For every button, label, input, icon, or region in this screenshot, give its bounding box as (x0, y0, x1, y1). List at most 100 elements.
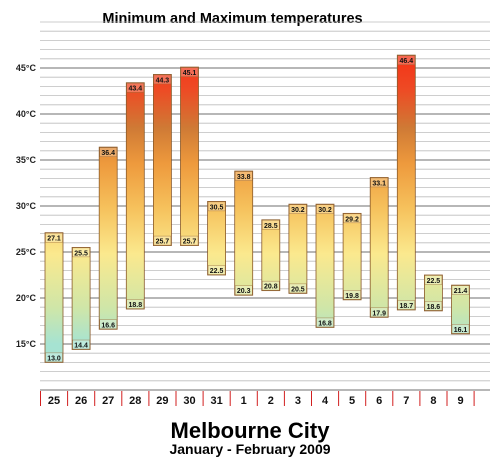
max-label-box (451, 285, 470, 295)
max-label-box (126, 83, 145, 93)
max-label-box (397, 55, 415, 65)
x-tick-label: 1 (241, 395, 247, 407)
range-bar (451, 284, 470, 335)
period-subtitle: January - February 2009 (169, 441, 331, 457)
min-value-label: 14.4 (74, 343, 88, 350)
x-tick-label: 5 (349, 395, 355, 407)
max-value-label: 30.5 (210, 204, 224, 211)
min-label-box (451, 324, 470, 334)
max-label-box (262, 220, 280, 230)
x-tick-label: 29 (156, 395, 168, 407)
max-value-label: 22.5 (427, 278, 441, 285)
range-bar (261, 219, 281, 292)
min-label-box (262, 280, 280, 291)
min-label-box (180, 235, 199, 246)
min-value-label: 25.7 (156, 239, 170, 246)
min-label-box (289, 283, 307, 294)
max-value-label: 25.5 (74, 250, 88, 257)
min-value-label: 22.5 (210, 268, 224, 275)
min-value-label: 25.7 (183, 239, 197, 246)
max-value-label: 46.4 (399, 58, 413, 65)
y-tick-label: 20°C (16, 293, 37, 303)
x-tick-label: 28 (129, 395, 141, 407)
range-bar (207, 200, 227, 276)
max-label-box (370, 177, 388, 188)
max-value-label: 30.2 (291, 207, 305, 214)
max-label-box (99, 147, 117, 157)
x-tick-label: 8 (430, 395, 436, 407)
y-tick-label: 25°C (16, 247, 37, 257)
min-value-label: 18.6 (427, 304, 441, 311)
max-label-box (207, 201, 226, 212)
min-value-label: 13.0 (47, 355, 61, 362)
min-value-label: 18.8 (128, 302, 142, 309)
x-tick-label: 30 (183, 395, 195, 407)
max-value-label: 36.4 (101, 150, 115, 157)
max-label-box (316, 204, 334, 214)
x-axis: 25 26 27 28 29 30 31 1 2 3 4 5 6 7 8 9 (40, 389, 490, 407)
range-bar (44, 232, 64, 363)
min-label-box (397, 300, 415, 310)
min-value-label: 16.6 (101, 322, 115, 329)
x-tick-label: 4 (322, 395, 329, 407)
min-value-label: 16.8 (318, 320, 332, 327)
x-tick-label: 27 (102, 395, 114, 407)
min-value-label: 20.5 (291, 286, 305, 293)
min-label-box (72, 339, 90, 350)
max-value-label: 21.4 (454, 288, 468, 295)
y-tick-label: 15°C (16, 339, 37, 349)
range-bar (369, 177, 389, 318)
range-bar (234, 170, 254, 296)
min-label-box (316, 317, 334, 328)
range-bar (98, 146, 118, 330)
max-label-box (424, 275, 443, 285)
x-tick-label: 3 (295, 395, 301, 407)
min-label-box (126, 299, 145, 309)
range-bar (423, 274, 443, 312)
max-value-label: 30.2 (318, 207, 332, 214)
max-label-box (234, 171, 253, 181)
min-value-label: 20.3 (237, 288, 251, 295)
max-value-label: 45.1 (183, 70, 197, 77)
range-bar (152, 74, 172, 246)
min-label-box (207, 265, 226, 275)
max-value-label: 43.4 (128, 86, 142, 93)
y-tick-label: 35°C (16, 155, 37, 165)
min-value-label: 16.1 (454, 327, 468, 334)
min-label-box (45, 352, 63, 363)
x-tick-label: 26 (75, 395, 87, 407)
x-tick-label: 7 (403, 395, 409, 407)
range-bar (71, 246, 91, 350)
max-label-box (45, 232, 63, 243)
x-tick-label: 6 (376, 395, 382, 407)
range-bar (180, 66, 199, 246)
range-bar (288, 203, 308, 294)
max-label-box (289, 204, 307, 214)
max-label-box (180, 67, 199, 77)
min-label-box (234, 285, 253, 295)
max-value-label: 33.8 (237, 174, 251, 181)
min-value-label: 17.9 (372, 310, 386, 317)
min-label-box (370, 307, 388, 318)
max-value-label: 27.1 (47, 236, 61, 243)
max-value-label: 33.1 (372, 180, 386, 187)
y-axis-ticks: 15°C 20°C 25°C 30°C 35°C 40°C 45°C (16, 63, 37, 349)
max-label-box (343, 213, 361, 224)
max-value-label: 28.5 (264, 223, 278, 230)
min-value-label: 19.8 (345, 293, 359, 300)
max-label-box (72, 247, 90, 258)
y-tick-label: 45°C (16, 63, 37, 73)
chart-title: Minimum and Maximum temperatures (102, 11, 363, 27)
range-bars: 27.1 13.0 25.5 14.4 36.4 16.6 43.4 18.8 44.3 25.7… (44, 54, 470, 363)
x-tick-label: 9 (457, 395, 463, 407)
x-tick-label: 31 (210, 395, 222, 407)
range-bar (342, 212, 362, 301)
range-bar (125, 82, 145, 310)
max-label-box (153, 74, 172, 85)
y-tick-label: 40°C (16, 109, 37, 119)
max-value-label: 44.3 (156, 77, 170, 84)
range-bar (315, 203, 335, 328)
min-label-box (424, 301, 443, 311)
max-value-label: 29.2 (345, 216, 359, 223)
